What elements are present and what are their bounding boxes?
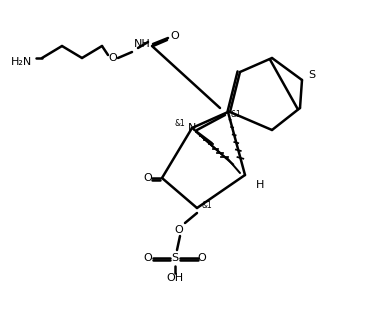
Text: O: O: [198, 253, 206, 263]
Text: &1: &1: [175, 118, 185, 128]
Text: O: O: [144, 173, 152, 183]
Text: NH: NH: [134, 39, 150, 49]
Text: H: H: [256, 180, 264, 190]
Text: O: O: [109, 53, 117, 63]
Text: S: S: [171, 253, 179, 263]
Text: N: N: [188, 123, 196, 133]
Text: &1: &1: [202, 201, 212, 210]
Text: O: O: [144, 253, 152, 263]
Text: &1: &1: [231, 109, 241, 118]
Text: S: S: [309, 70, 316, 80]
Text: O: O: [171, 31, 179, 41]
Text: H₂N: H₂N: [11, 57, 33, 67]
Text: OH: OH: [166, 273, 184, 283]
Text: O: O: [175, 225, 184, 235]
